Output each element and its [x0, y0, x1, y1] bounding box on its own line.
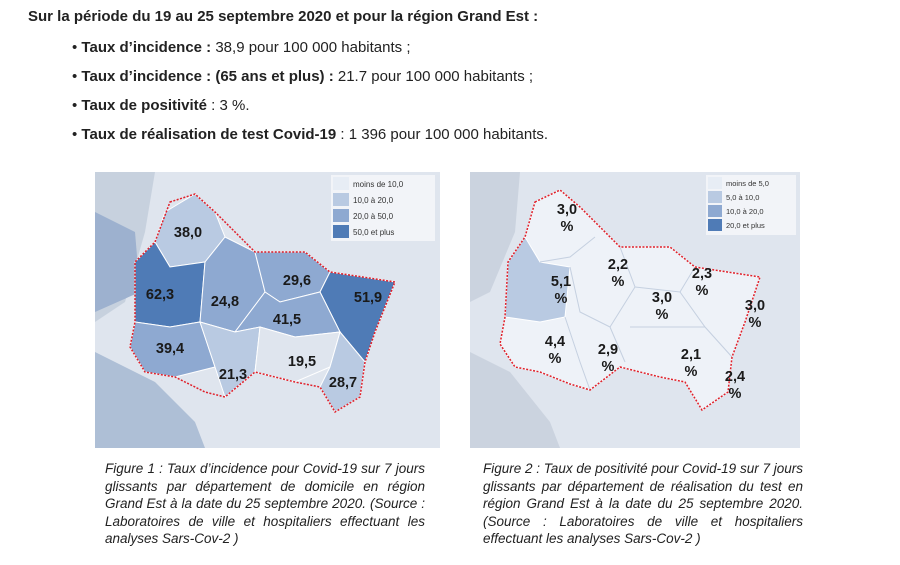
- value-label: 2,1: [681, 347, 701, 363]
- list-item: • Taux de réalisation de test Covid-19 :…: [72, 126, 549, 143]
- legend-label: 20,0 et plus: [726, 221, 765, 230]
- neighbour-region: [95, 352, 205, 448]
- legend-label: 5,0 à 10,0: [726, 193, 759, 202]
- bullet-label: Taux de réalisation de test Covid-19: [81, 126, 337, 143]
- percent-sign: %: [549, 351, 562, 367]
- neighbour-region: [470, 172, 520, 302]
- bullet-label: Taux d’incidence :: [81, 39, 212, 56]
- percent-sign: %: [561, 219, 574, 235]
- legend: moins de 5,0 5,0 à 10,0 10,0 à 20,0 20,0…: [706, 175, 796, 235]
- percent-sign: %: [656, 307, 669, 323]
- value-label: 2,2: [608, 257, 628, 273]
- neighbour-region: [95, 212, 140, 312]
- legend-swatch: [708, 177, 722, 189]
- list-item: • Taux d’incidence : 38,9 pour 100 000 h…: [72, 39, 411, 56]
- list-item: • Taux d’incidence : (65 ans et plus) : …: [72, 68, 534, 85]
- bullet-text: 38,9 pour 100 000 habitants ;: [211, 39, 411, 56]
- value-label: 41,5: [273, 312, 301, 328]
- value-label: 5,1: [551, 274, 571, 290]
- percent-sign: %: [555, 291, 568, 307]
- percent-sign: %: [685, 364, 698, 380]
- percent-sign: %: [696, 283, 709, 299]
- legend: moins de 10,0 10,0 à 20,0 20,0 à 50,0 50…: [331, 175, 435, 241]
- bullet-label: Taux d’incidence : (65 ans et plus) :: [81, 68, 334, 85]
- value-label: 21,3: [219, 367, 247, 383]
- legend-swatch: [333, 209, 349, 222]
- value-label: 51,9: [354, 290, 382, 306]
- figure-1-caption: Figure 1 : Taux d’incidence pour Covid-1…: [105, 461, 425, 546]
- value-label: 2,3: [692, 266, 712, 282]
- legend-swatch: [708, 205, 722, 217]
- value-label: 2,4: [725, 369, 745, 385]
- legend-swatch: [708, 191, 722, 203]
- department-border: [539, 236, 596, 263]
- department-border: [609, 326, 626, 363]
- value-label: 3,0: [652, 290, 672, 306]
- list-item: • Taux de positivité : 3 %.: [72, 97, 250, 114]
- region-outline: [499, 189, 761, 412]
- neighbour-region: [470, 352, 560, 448]
- department-marne: [504, 236, 571, 323]
- value-label: 28,7: [329, 375, 357, 391]
- value-label: 19,5: [288, 354, 316, 370]
- legend-label: 20,0 à 50,0: [353, 212, 394, 221]
- summary-heading: Sur la période du 19 au 25 septembre 202…: [28, 8, 539, 25]
- legend-label: 10,0 à 20,0: [726, 207, 764, 216]
- department-border: [564, 316, 591, 391]
- value-label: 29,6: [283, 273, 311, 289]
- value-label: 62,3: [146, 287, 174, 303]
- value-label: 4,4: [545, 334, 565, 350]
- value-label: 3,0: [745, 298, 765, 314]
- value-label: 2,9: [598, 342, 618, 358]
- summary-list: • Taux d’incidence : 38,9 pour 100 000 h…: [72, 38, 548, 154]
- value-label: 39,4: [156, 341, 184, 357]
- figure-2-caption: Figure 2 : Taux de positivité pour Covid…: [483, 461, 803, 546]
- value-label: 24,8: [211, 294, 239, 310]
- percent-sign: %: [602, 359, 615, 375]
- bullet-label: Taux de positivité: [81, 97, 208, 114]
- percent-sign: %: [749, 315, 762, 331]
- legend-label: 50,0 et plus: [353, 228, 394, 237]
- bullet-text: : 3 %.: [207, 97, 250, 114]
- legend-swatch: [708, 219, 722, 231]
- bullet-text: 21.7 pour 100 000 habitants ;: [333, 68, 534, 85]
- value-label: 38,0: [174, 225, 202, 241]
- positivity-map: moins de 5,0 5,0 à 10,0 10,0 à 20,0 20,0…: [470, 172, 800, 448]
- legend-label: moins de 10,0: [353, 180, 404, 189]
- percent-sign: %: [729, 386, 742, 402]
- bullet-text: : 1 396 pour 100 000 habitants.: [336, 126, 549, 143]
- value-label: 3,0: [557, 202, 577, 218]
- legend-label: 10,0 à 20,0: [353, 196, 394, 205]
- legend-swatch: [333, 177, 349, 190]
- incidence-map: moins de 10,0 10,0 à 20,0 20,0 à 50,0 50…: [95, 172, 440, 448]
- legend-swatch: [333, 225, 349, 238]
- department-border: [569, 266, 611, 328]
- legend-swatch: [333, 193, 349, 206]
- percent-sign: %: [612, 274, 625, 290]
- legend-label: moins de 5,0: [726, 179, 769, 188]
